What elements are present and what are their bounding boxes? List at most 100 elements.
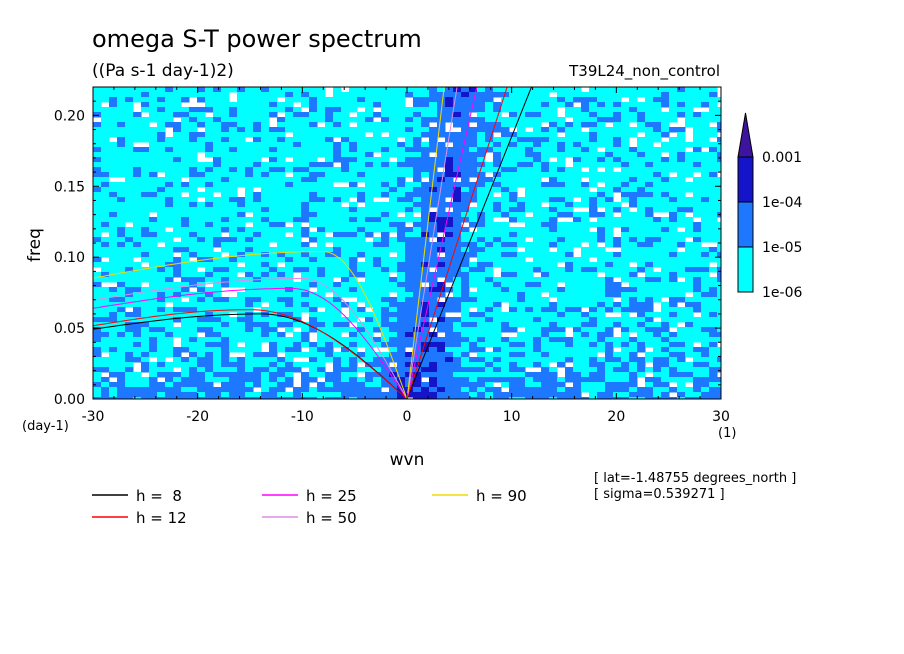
contour-cell [613, 307, 622, 313]
contour-cell [93, 382, 102, 388]
contour-cell [709, 347, 718, 353]
contour-cell [221, 107, 230, 113]
contour-cell [317, 232, 326, 238]
contour-cell [413, 232, 422, 238]
contour-cell [509, 262, 518, 268]
contour-cell [309, 262, 318, 268]
contour-cell [509, 352, 518, 358]
contour-cell [365, 322, 374, 328]
contour-cell [261, 227, 270, 233]
contour-cell [693, 267, 702, 273]
contour-cell [357, 197, 366, 203]
contour-cell [637, 102, 646, 108]
contour-cell [445, 252, 454, 258]
contour-cell [629, 397, 638, 399]
contour-cell [389, 142, 398, 148]
contour-cell [485, 342, 494, 348]
contour-cell [581, 97, 590, 103]
contour-cell [533, 182, 542, 188]
contour-cell [173, 377, 182, 383]
contour-cell [229, 367, 238, 373]
contour-cell [709, 227, 718, 233]
contour-cell [509, 397, 518, 399]
contour-cell [317, 387, 326, 393]
contour-cell [189, 267, 198, 273]
contour-cell [109, 327, 118, 333]
contour-cell [165, 392, 174, 398]
contour-cell [125, 397, 134, 399]
contour-cell [117, 247, 126, 253]
contour-cell [533, 267, 542, 273]
dispersion-curve-kelvin [406, 87, 458, 399]
contour-cell [381, 172, 390, 178]
contour-cell [421, 127, 430, 133]
contour-cell [93, 327, 102, 333]
contour-cell [253, 362, 262, 368]
contour-cell [541, 162, 550, 168]
contour-cell [429, 117, 438, 123]
contour-cell [629, 182, 638, 188]
contour-cell [429, 262, 438, 268]
contour-cell [709, 177, 718, 183]
contour-cell [613, 282, 622, 288]
contour-cell [117, 282, 126, 288]
contour-cell [653, 322, 662, 328]
contour-cell [549, 317, 558, 323]
contour-cell [541, 107, 550, 113]
contour-cell [373, 392, 382, 398]
contour-cell [389, 377, 398, 383]
contour-cell [421, 332, 430, 338]
contour-cell [621, 122, 630, 128]
contour-cell [693, 372, 702, 378]
contour-cell [301, 372, 310, 378]
contour-cell [509, 287, 518, 293]
contour-cell [141, 317, 150, 323]
contour-cell [245, 342, 254, 348]
chart-subtitle: ((Pa s-1 day-1)2) [92, 61, 234, 81]
contour-cell [437, 267, 446, 273]
contour-cell [173, 372, 182, 378]
contour-cell [525, 302, 534, 308]
contour-cell [565, 322, 574, 328]
contour-cell [285, 237, 294, 243]
contour-cell [341, 257, 350, 263]
contour-cell [373, 387, 382, 393]
contour-cell [213, 197, 222, 203]
contour-cell [501, 162, 510, 168]
contour-cell [669, 107, 678, 113]
contour-cell [533, 232, 542, 238]
contour-cell [717, 142, 721, 148]
contour-cell [605, 307, 614, 313]
contour-cell [197, 227, 206, 233]
contour-cell [277, 182, 286, 188]
contour-cell [157, 392, 166, 398]
contour-cell [309, 377, 318, 383]
contour-cell [541, 182, 550, 188]
contour-cell [637, 197, 646, 203]
contour-cell [533, 302, 542, 308]
contour-cell [613, 257, 622, 263]
contour-cell [373, 297, 382, 303]
contour-cell [165, 377, 174, 383]
contour-cell [253, 117, 262, 123]
contour-cell [541, 242, 550, 248]
contour-cell [205, 162, 214, 168]
contour-cell [429, 127, 438, 133]
contour-cell [709, 307, 718, 313]
contour-cell [373, 307, 382, 313]
contour-cell [445, 332, 454, 338]
contour-cell [517, 147, 526, 153]
contour-cell [293, 157, 302, 163]
contour-cell [485, 317, 494, 323]
contour-cell [565, 347, 574, 353]
contour-cell [477, 187, 486, 193]
contour-cell [229, 232, 238, 238]
contour-cell [629, 357, 638, 363]
contour-cell [413, 172, 422, 178]
contour-cell [429, 227, 438, 233]
contour-cell [157, 337, 166, 343]
contour-cell [341, 352, 350, 358]
contour-cell [325, 157, 334, 163]
contour-cell [173, 287, 182, 293]
contour-cell [629, 342, 638, 348]
